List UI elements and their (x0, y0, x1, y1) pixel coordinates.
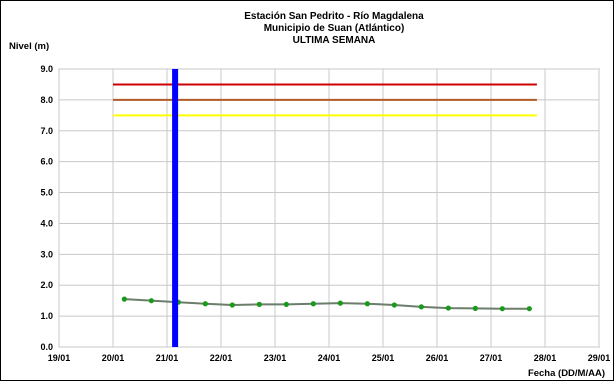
data-point (391, 302, 397, 308)
chart-title-group: Estación San Pedrito - Río Magdalena Mun… (244, 11, 424, 46)
x-tick-label: 23/01 (264, 353, 287, 363)
data-series (121, 296, 532, 312)
x-tick-labels: 19/01 20/01 21/01 22/01 23/01 24/01 25/01 26/01… (48, 353, 611, 363)
y-tick-label: 3.0 (40, 249, 53, 259)
data-point (256, 301, 262, 307)
data-point (472, 305, 478, 311)
data-point (283, 301, 289, 307)
data-point (337, 300, 343, 306)
data-point (499, 306, 505, 312)
y-tick-label: 5.0 (40, 188, 53, 198)
x-tick-label: 24/01 (318, 353, 341, 363)
data-point (364, 301, 370, 307)
y-tick-label: 2.0 (40, 280, 53, 290)
data-point (202, 301, 208, 307)
x-tick-label: 20/01 (102, 353, 125, 363)
vertical-marker-group (172, 69, 179, 347)
y-tick-label: 9.0 (40, 64, 53, 74)
data-point (445, 305, 451, 311)
x-tick-label: 26/01 (426, 353, 449, 363)
y-tick-label: 4.0 (40, 218, 53, 228)
y-tick-labels: 0.0 1.0 2.0 3.0 4.0 5.0 6.0 7.0 8.0 9.0 (40, 64, 53, 352)
reference-lines (113, 83, 537, 117)
y-tick-label: 1.0 (40, 311, 53, 321)
vertical-marker (172, 69, 179, 347)
x-tick-label: 28/01 (534, 353, 557, 363)
data-point (526, 306, 532, 312)
x-tick-label: 25/01 (372, 353, 395, 363)
x-tick-label: 21/01 (156, 353, 179, 363)
y-tick-label: 8.0 (40, 95, 53, 105)
y-tick-label: 0.0 (40, 342, 53, 352)
x-tick-label: 29/01 (588, 353, 611, 363)
x-tick-label: 19/01 (48, 353, 71, 363)
x-tick-label: 27/01 (480, 353, 503, 363)
chart-title-line-1: Estación San Pedrito - Río Magdalena (244, 11, 424, 22)
chart-title-line-3: ULTIMA SEMANA (293, 35, 376, 46)
series-line (124, 298, 530, 310)
y-tick-label: 7.0 (40, 126, 53, 136)
y-tick-label: 6.0 (40, 157, 53, 167)
x-axis-label: Fecha (DD/M/AA) (528, 368, 605, 379)
y-axis-label: Nivel (m) (9, 41, 49, 52)
data-point (418, 304, 424, 310)
data-point (229, 302, 235, 308)
data-point (310, 301, 316, 307)
chart-title-line-2: Municipio de Suan (Atlántico) (264, 23, 405, 34)
data-point (121, 296, 127, 302)
x-tick-label: 22/01 (210, 353, 233, 363)
data-point (148, 298, 154, 304)
